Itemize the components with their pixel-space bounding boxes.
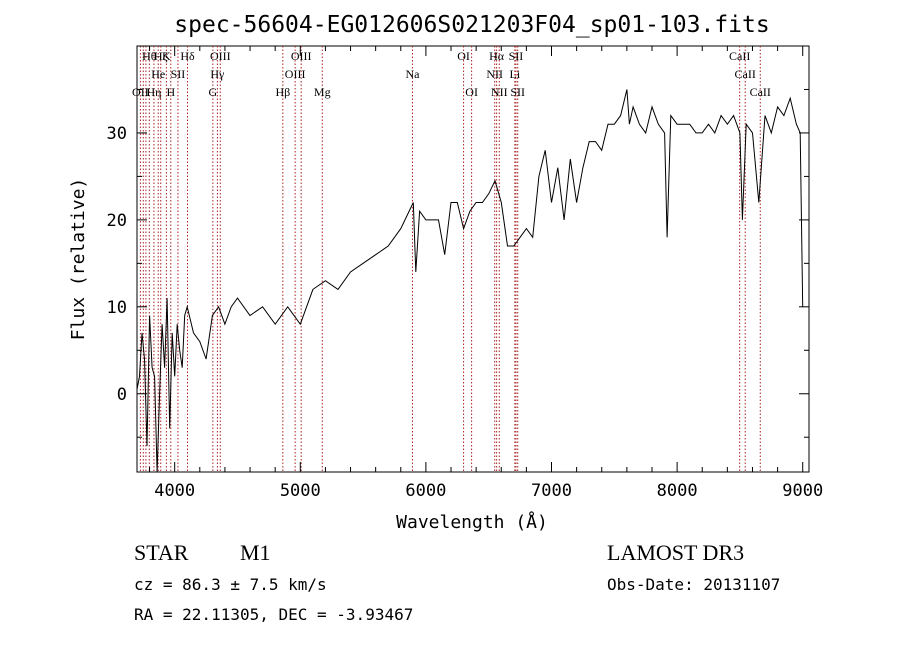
line-marker-label: He [151,67,165,81]
line-marker-label: G [209,85,218,99]
line-marker-label: OI [457,49,470,63]
x-tick-label: 9000 [782,481,823,501]
x-tick-label: 6000 [405,481,446,501]
line-marker-label: OIII [285,67,306,81]
chart-title: spec-56604-EG012606S021203F04_sp01-103.f… [174,12,769,38]
coordinates: RA = 22.11305, DEC = -3.93467 [134,605,413,624]
line-marker-label: Hγ [210,67,225,81]
line-marker-label: Li [509,67,520,81]
plot-frame [136,45,810,473]
obs-date: Obs-Date: 20131107 [607,575,780,594]
y-tick-label: 10 [107,298,127,318]
line-marker-label: OIII [291,49,312,63]
line-marker-label: SII [171,67,186,81]
line-marker-label: Hη [146,85,161,99]
y-axis-label: Flux (relative) [68,178,89,341]
spectrum-series-line [136,89,804,473]
line-marker-label: CaII [735,67,756,81]
line-marker-label: Hζ [154,49,168,63]
line-marker-label: NII [491,85,508,99]
y-tick-label: 0 [117,385,127,405]
line-marker-label: CaII [729,49,750,63]
line-marker-label: H [166,85,175,99]
line-markers [139,46,761,472]
line-marker-label: OIII [210,49,231,63]
y-tick-label: 30 [107,124,127,144]
line-marker-label: Mg [314,85,331,99]
x-tick-label: 5000 [280,481,321,501]
object-subclass: M1 [240,540,271,565]
line-marker-labels: OII Hθ Hη He HζK H SII Hδ G Hγ OIII Hβ OIII OIII Mg Na O… [132,49,771,99]
x-tick-label: 4000 [154,481,195,501]
line-marker-label: Hδ [180,49,195,63]
line-marker-label: OII [132,85,149,99]
survey-name: LAMOST DR3 [607,540,744,565]
object-class: STAR [134,540,189,565]
line-marker-label: NII [486,67,503,81]
line-marker-label: Hβ [275,85,290,99]
redshift-cz: cz = 86.3 ± 7.5 km/s [134,575,327,594]
line-marker-label: Na [405,67,420,81]
line-marker-label: Hθ [142,49,157,63]
x-tick-label: 7000 [531,481,572,501]
line-marker-label: K [162,49,171,63]
x-tick-label: 8000 [657,481,698,501]
y-axis-ticks: 0 10 20 30 [107,45,809,438]
line-marker-label: CaII [750,85,771,99]
x-axis-label: Wavelength (Å) [396,511,548,533]
line-marker-label: OI [465,85,478,99]
line-marker-label: Hα [489,49,505,63]
y-tick-label: 20 [107,211,127,231]
x-axis-ticks: 4000 5000 6000 7000 8000 9000 [149,46,823,501]
line-marker-label: SII [510,85,525,99]
line-marker-label: SII [509,49,524,63]
